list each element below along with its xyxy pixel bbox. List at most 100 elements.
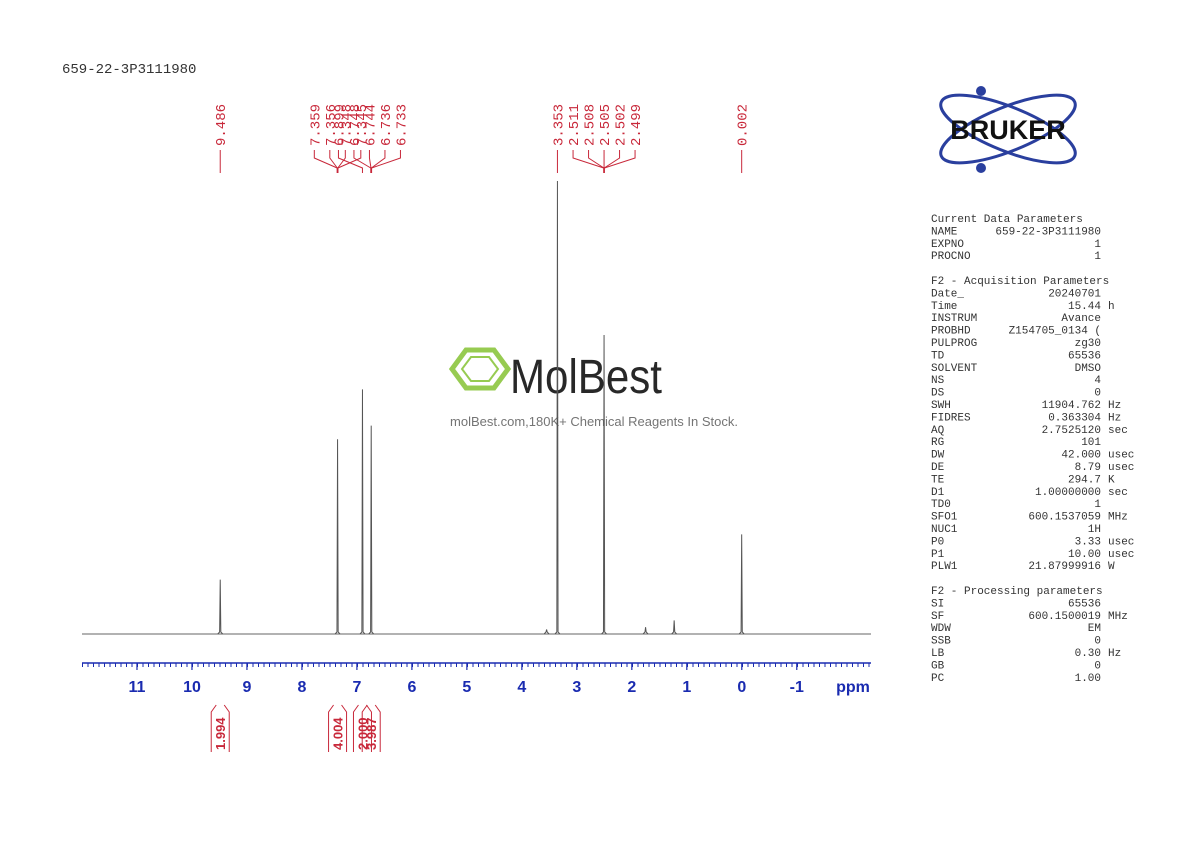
integral-bracket [361, 704, 381, 752]
peak-label: 2.505 [598, 104, 614, 146]
parameter-key: EXPNO [931, 239, 964, 251]
x-tick-label: -1 [790, 679, 804, 696]
parameter-value: 0 [1094, 388, 1101, 400]
bruker-logo: BRUKER [939, 86, 1077, 173]
parameter-value: 11904.762 [1042, 400, 1101, 412]
parameter-value: 10.00 [1068, 549, 1101, 561]
parameter-key: INSTRUM [931, 313, 977, 325]
peak-label-leader [603, 150, 621, 173]
peak-label: 7.345 [355, 104, 371, 146]
logo-orbit [939, 93, 1077, 165]
parameter-unit: h [1108, 301, 1115, 313]
peak-label: 7.359 [308, 104, 324, 146]
parameter-key: SWH [931, 400, 951, 412]
parameter-value: 0 [1094, 636, 1101, 648]
peak [368, 425, 375, 635]
peak-label: 6.736 [379, 104, 395, 146]
parameter-value: 600.1537059 [1028, 512, 1101, 524]
parameter-value: 0 [1094, 660, 1101, 672]
parameter-unit: usec [1108, 450, 1134, 462]
parameter-key: Date_ [931, 288, 964, 300]
parameter-value: 294.7 [1068, 474, 1101, 486]
parameter-unit: Hz [1108, 400, 1121, 412]
parameter-value: 20240701 [1048, 288, 1101, 300]
parameter-value: 101 [1081, 437, 1101, 449]
x-axis-label: ppm [836, 679, 870, 696]
parameter-value: 1 [1094, 239, 1101, 251]
peak [671, 620, 678, 635]
parameter-key: D1 [931, 487, 945, 499]
parameter-value: EM [1088, 623, 1101, 635]
parameter-value: 1.00 [1075, 673, 1101, 685]
peak-label-leader [588, 150, 605, 173]
peak-label: 3.353 [551, 104, 567, 146]
watermark: MolBest molBest.com,180K+ Chemical Reage… [448, 347, 738, 429]
parameter-key: AQ [931, 425, 945, 437]
integral-label: 3.987 [364, 717, 379, 750]
parameter-key: FIDRES [931, 412, 971, 424]
peak-label: 6.744 [363, 104, 379, 146]
parameter-key: LB [931, 648, 945, 660]
x-tick-label: 6 [407, 679, 416, 696]
peak [334, 439, 341, 635]
parameter-value: 15.44 [1068, 301, 1101, 313]
watermark-brand: MolBest [510, 351, 662, 404]
x-tick-label: 10 [183, 679, 201, 696]
integral-label: 2.000 [355, 717, 370, 750]
peak-label: 0.002 [736, 104, 752, 146]
parameter-value: zg30 [1075, 338, 1101, 350]
parameter-key: DW [931, 450, 945, 462]
peak [601, 335, 607, 635]
peak-label-leader [329, 150, 338, 173]
parameter-unit: Hz [1108, 412, 1121, 424]
parameter-value: DMSO [1075, 363, 1102, 375]
parameter-key: PROCNO [931, 251, 971, 263]
parameter-key: PULPROG [931, 338, 977, 350]
parameter-unit: K [1108, 474, 1115, 486]
parameter-value: 65536 [1068, 598, 1101, 610]
parameter-value: 600.1500019 [1028, 611, 1101, 623]
peak-label: 6.748 [348, 104, 364, 146]
parameter-key: TE [931, 474, 945, 486]
spectrum-title: 659-22-3P3111980 [62, 62, 196, 78]
parameter-value: 1.00000000 [1035, 487, 1101, 499]
parameter-value: 659-22-3P3111980 [995, 226, 1101, 238]
parameter-value: 0.363304 [1048, 412, 1101, 424]
parameter-unit: Hz [1108, 648, 1121, 660]
parameter-key: SOLVENT [931, 363, 978, 375]
logo-orbit [939, 93, 1077, 165]
parameter-key: TD0 [931, 499, 951, 511]
parameter-unit: usec [1108, 549, 1134, 561]
parameter-key: PC [931, 673, 945, 685]
integral-bracket [352, 704, 372, 752]
parameter-section-title: Current Data Parameters [931, 214, 1083, 226]
parameter-key: RG [931, 437, 944, 449]
peak [642, 627, 649, 635]
peak-label: 2.508 [583, 104, 599, 146]
parameter-key: PLW1 [931, 561, 958, 573]
watermark-tagline: molBest.com,180K+ Chemical Reagents In S… [450, 414, 738, 429]
parameter-key: SI [931, 598, 944, 610]
parameter-key: NUC1 [931, 524, 958, 536]
x-tick-label: 11 [129, 679, 146, 696]
peak-label-leader [371, 150, 401, 173]
x-tick-label: 2 [627, 679, 636, 696]
parameter-value: 42.000 [1061, 450, 1101, 462]
peak-label: 6.899 [332, 104, 348, 146]
peak-label-leader [370, 150, 386, 173]
peak [359, 389, 366, 635]
peak-label: 2.502 [614, 104, 630, 146]
peak [738, 534, 745, 635]
peak [543, 629, 550, 635]
peak-label: 7.348 [339, 104, 355, 146]
integral-bracket [210, 704, 230, 752]
parameter-key: DS [931, 388, 945, 400]
parameter-unit: MHz [1108, 512, 1128, 524]
integral-label: 1.994 [213, 717, 228, 750]
x-tick-label: 5 [462, 679, 471, 696]
parameter-key: P1 [931, 549, 945, 561]
peak-label: 7.356 [324, 104, 340, 146]
x-tick-label: 4 [517, 679, 526, 696]
